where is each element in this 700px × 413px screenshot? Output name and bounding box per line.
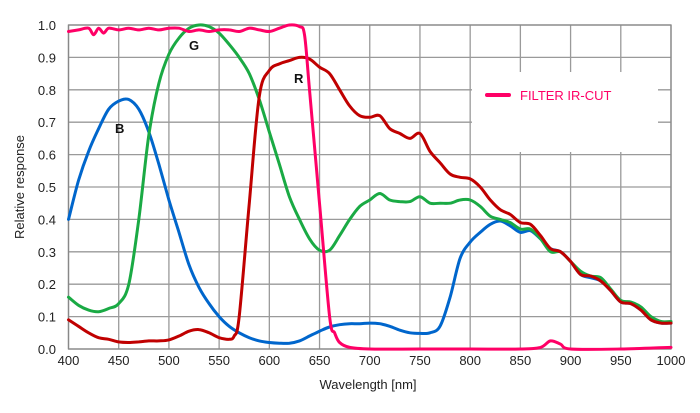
- y-tick-label: 0.4: [38, 212, 56, 227]
- legend-label-ir-cut: FILTER IR-CUT: [520, 88, 612, 103]
- y-tick-label: 0.2: [38, 277, 56, 292]
- x-tick-label: 950: [610, 353, 632, 368]
- y-tick-label: 0.0: [38, 342, 56, 357]
- y-tick-label: 0.3: [38, 245, 56, 260]
- x-tick-label: 750: [409, 353, 431, 368]
- series-line-filter-ir-cut: [67, 23, 673, 351]
- series-label-g: G: [189, 38, 199, 53]
- x-tick-label: 900: [560, 353, 582, 368]
- series-lines: [67, 23, 673, 351]
- y-tick-labels: 0.0 0.1 0.2 0.3 0.4 0.5 0.6 0.7 0.8 0.9 1.0: [38, 18, 56, 357]
- y-tick-label: 0.1: [38, 310, 56, 325]
- x-tick-label: 400: [58, 353, 80, 368]
- legend-box: [472, 72, 658, 152]
- x-tick-label: 650: [309, 353, 331, 368]
- y-tick-label: 0.5: [38, 180, 56, 195]
- x-tick-label: 600: [258, 353, 280, 368]
- x-tick-label: 550: [208, 353, 230, 368]
- y-tick-label: 0.8: [38, 83, 56, 98]
- series-label-b: B: [115, 121, 124, 136]
- x-axis-label: Wavelength [nm]: [319, 377, 416, 392]
- y-tick-label: 0.7: [38, 115, 56, 130]
- x-tick-label: 450: [108, 353, 130, 368]
- x-tick-label: 500: [158, 353, 180, 368]
- x-tick-label: 800: [459, 353, 481, 368]
- y-tick-label: 0.9: [38, 50, 56, 65]
- y-tick-label: 0.6: [38, 148, 56, 163]
- y-tick-label: 1.0: [38, 18, 56, 33]
- x-tick-labels: 400 450 500 550 600 650 700 750 800 850 900 950 1000: [58, 353, 686, 368]
- y-axis-label: Relative response: [12, 135, 27, 239]
- series-label-r: R: [294, 71, 304, 86]
- legend: FILTER IR-CUT: [472, 72, 658, 152]
- x-tick-label: 700: [359, 353, 381, 368]
- x-tick-label: 850: [510, 353, 532, 368]
- x-tick-label: 1000: [657, 353, 686, 368]
- series-line-r: [67, 55, 673, 344]
